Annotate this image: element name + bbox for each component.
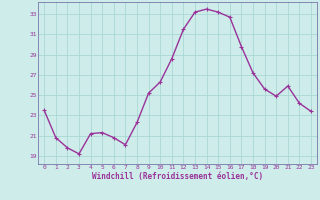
X-axis label: Windchill (Refroidissement éolien,°C): Windchill (Refroidissement éolien,°C)	[92, 172, 263, 181]
